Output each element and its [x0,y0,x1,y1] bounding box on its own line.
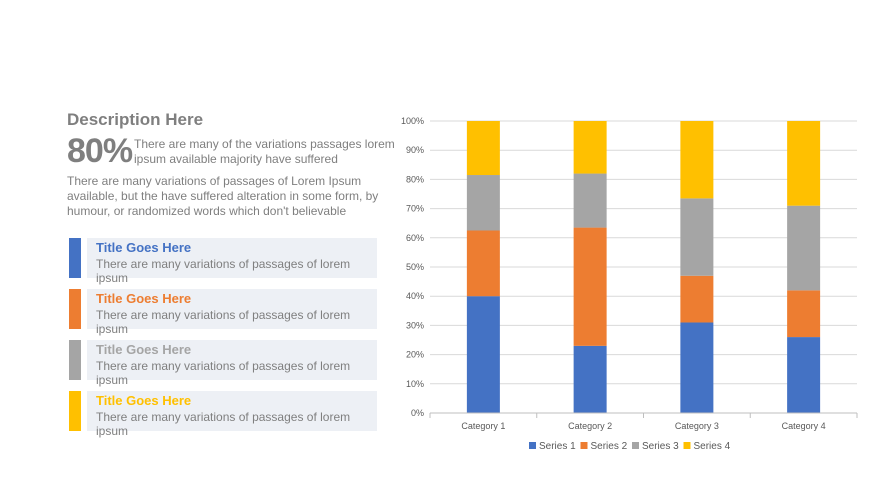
legend-swatch [632,442,639,449]
y-tick-label: 20% [406,350,424,360]
bar-segment [680,275,714,323]
category-label: Category 1 [461,421,505,431]
info-item-4: Title Goes Here There are many variation… [67,391,377,438]
category-label: Category 3 [675,421,719,431]
y-tick-label: 30% [406,320,424,330]
description-heading: Description Here [67,110,204,129]
item-title: Title Goes Here [96,393,192,408]
y-tick-label: 40% [406,291,424,301]
bars [466,121,821,413]
item-background [87,289,377,329]
item-background [87,391,377,431]
percent-highlight: 80% [67,132,133,170]
item-text: There are many variations of passages of… [96,308,351,336]
bar-segment [787,121,821,206]
item-background [87,238,377,278]
bar-segment [787,337,821,413]
item-background [87,340,377,380]
legend-label: Series 1 [539,441,576,452]
bar-segment [573,345,607,413]
color-marker [69,391,81,431]
category-label: Category 2 [568,421,612,431]
bar-segment [573,121,607,174]
color-marker [69,289,81,329]
item-title: Title Goes Here [96,342,192,357]
color-marker [69,238,81,278]
legend: Series 1 Series 2 Series 3 Series 4 [529,441,731,452]
y-tick-label: 90% [406,145,424,155]
info-item-3: Title Goes Here There are many variation… [67,340,377,387]
bar-segment [466,121,500,176]
item-text: There are many variations of passages of… [96,257,351,285]
bar-segment [466,296,500,413]
y-tick-label: 50% [406,262,424,272]
y-tick-label: 10% [406,379,424,389]
stacked-bar-chart: 0% 10% 20% 30% 40% 50% 60% 70% 80% 90% 100% Catego… [401,116,858,452]
y-tick-label: 0% [411,408,424,418]
bar-segment [787,290,821,338]
bar-segment [680,198,714,276]
item-title: Title Goes Here [96,291,192,306]
axes [429,412,858,418]
item-title: Title Goes Here [96,240,192,255]
bar-segment [466,175,500,231]
legend-label: Series 2 [591,441,628,452]
bar-segment [573,173,607,228]
bar-segment [680,121,714,199]
x-axis-labels: Category 1 Category 2 Category 3 Category 4 [461,421,825,431]
info-item-1: Title Goes Here There are many variation… [67,238,377,285]
y-tick-label: 70% [406,204,424,214]
y-tick-label: 60% [406,233,424,243]
y-axis-labels: 0% 10% 20% 30% 40% 50% 60% 70% 80% 90% 100% [401,116,424,418]
y-tick-label: 80% [406,174,424,184]
info-item-2: Title Goes Here There are many variation… [67,289,377,336]
bar-segment [466,230,500,297]
percent-description: There are many of the variations passage… [134,137,395,166]
legend-label: Series 4 [694,441,731,452]
item-text: There are many variations of passages of… [96,359,351,387]
bar-segment [787,205,821,291]
legend-label: Series 3 [642,441,679,452]
bar-segment [680,322,714,413]
legend-swatch [683,442,691,449]
y-tick-label: 100% [401,116,424,126]
bar-segment [573,227,607,346]
category-label: Category 4 [782,421,826,431]
description-paragraph: There are many variations of passages of… [67,174,379,218]
legend-swatch [580,442,588,449]
color-marker [69,340,81,380]
item-text: There are many variations of passages of… [96,410,351,438]
legend-swatch [529,442,536,449]
